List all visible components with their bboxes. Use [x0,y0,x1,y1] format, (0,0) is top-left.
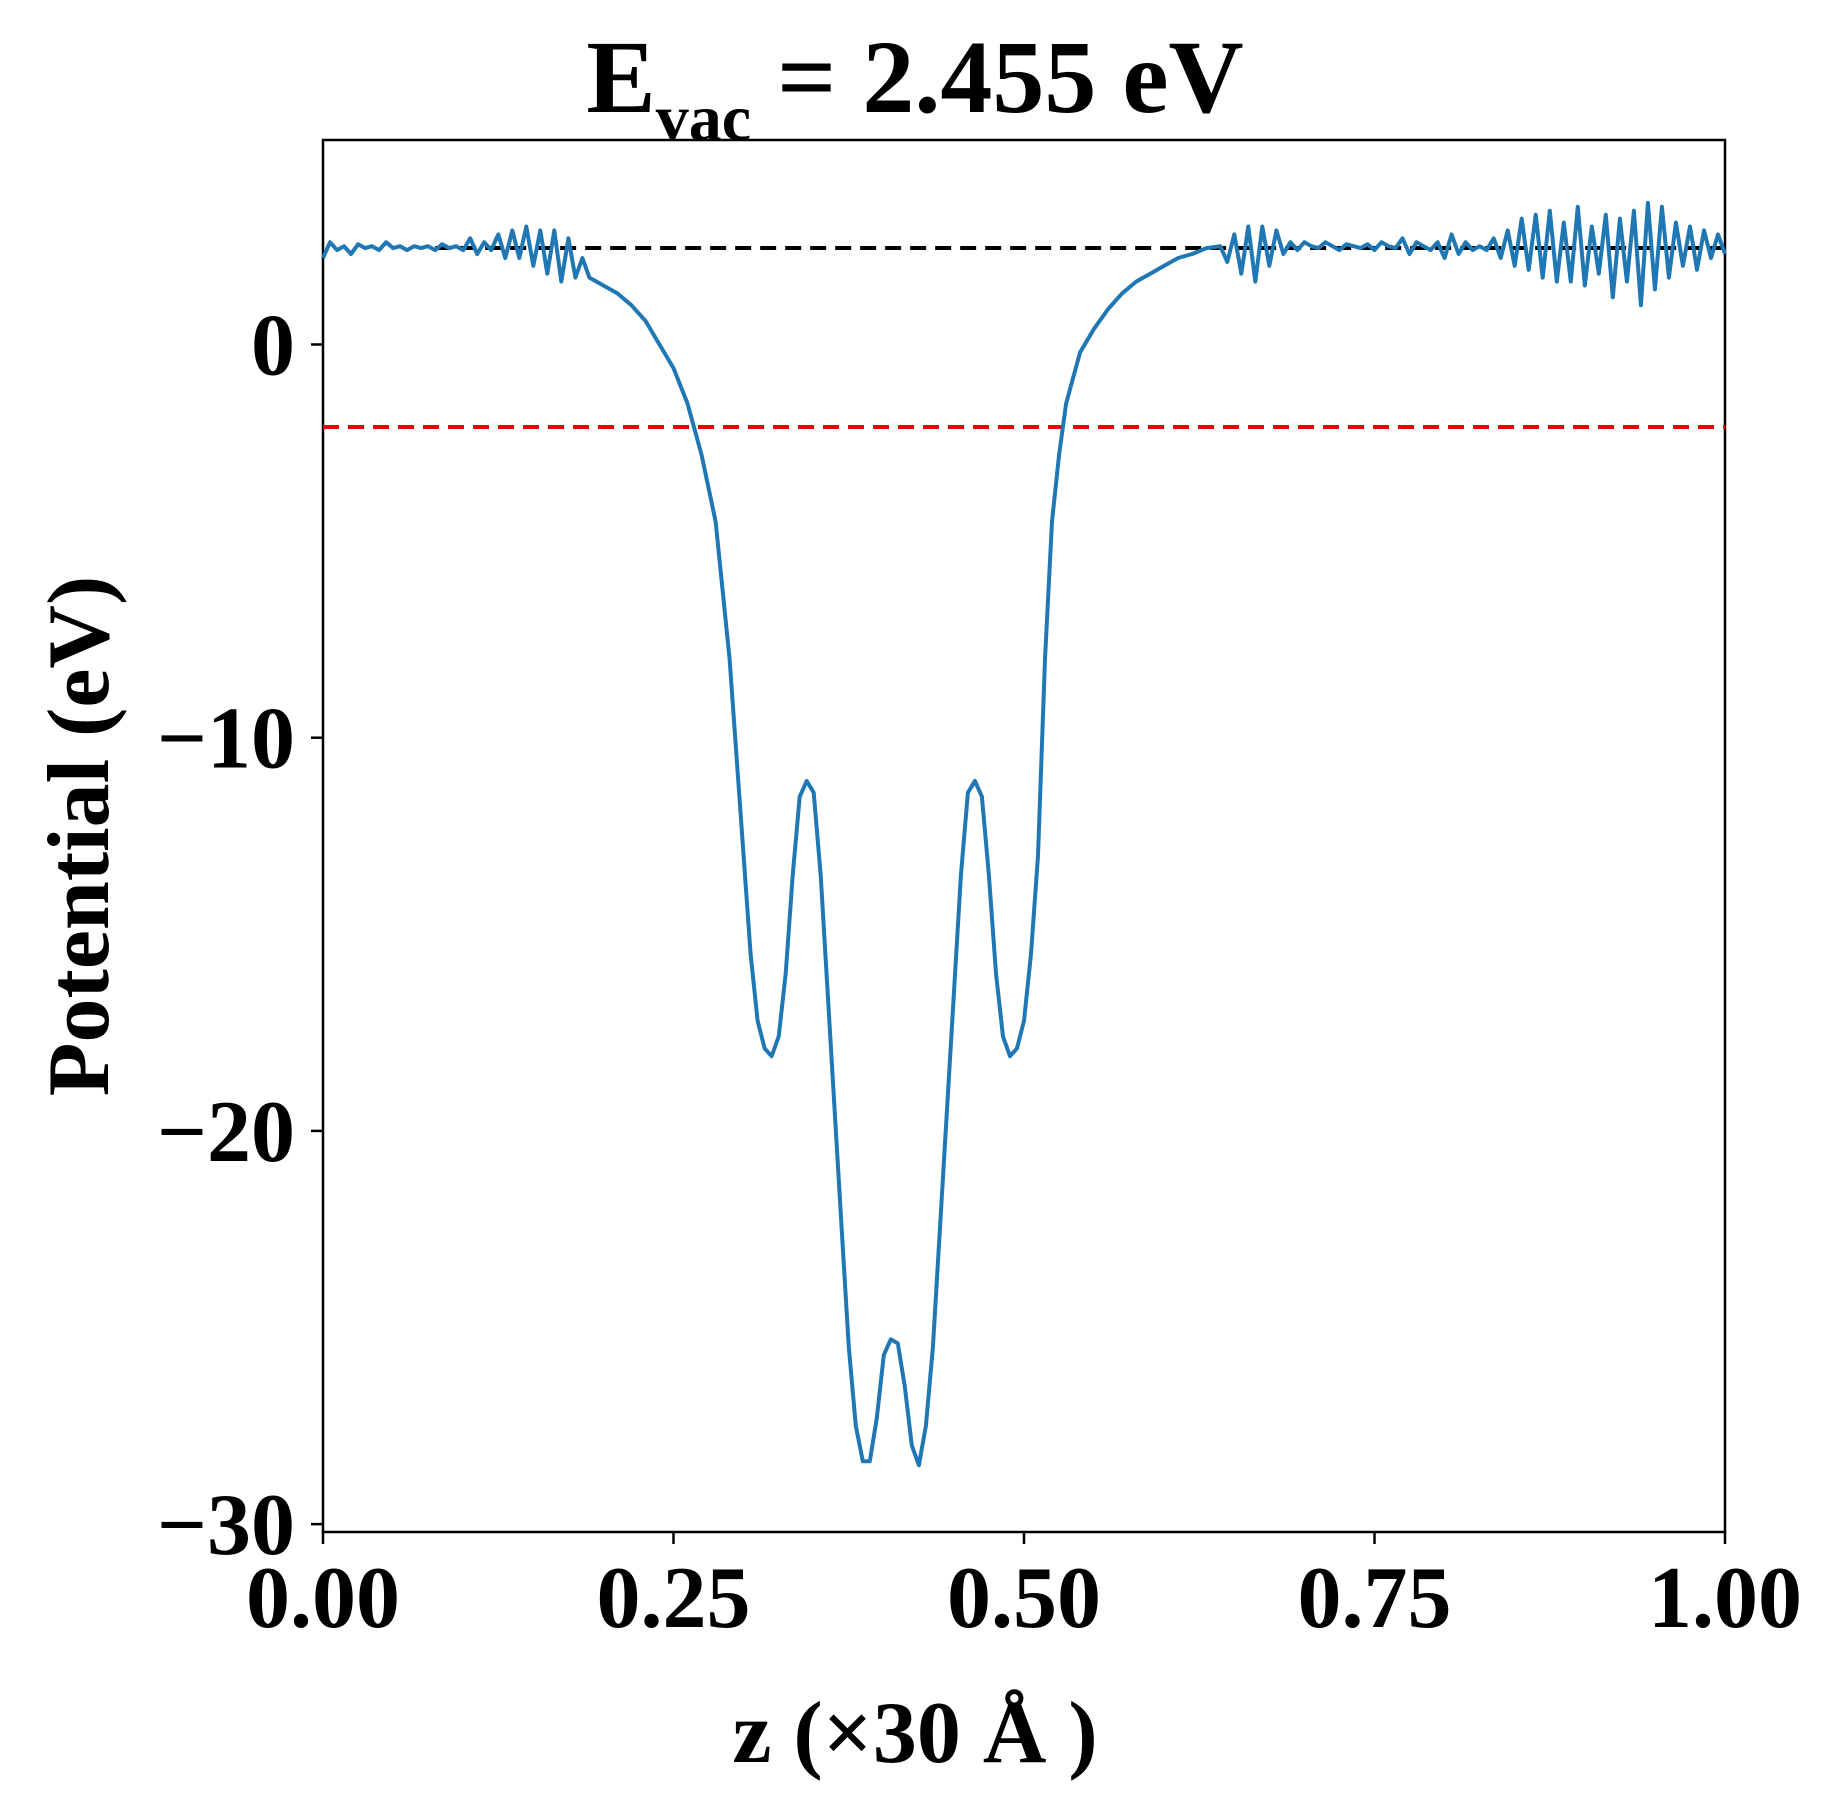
x-tick-label: 0.25 [597,1550,751,1647]
y-tick-label: 0 [251,297,295,394]
chart-title: Evac = 2.455 eV [586,20,1243,155]
x-tick-label: 0.00 [246,1550,400,1647]
potential-series-line [321,200,1727,1468]
x-tick-label: 0.75 [1298,1550,1452,1647]
x-axis-label: z (×30 Å ) [732,1685,1097,1782]
y-axis: 0 −10 −20 −30 [157,297,323,1574]
reference-lines [323,245,1725,430]
plot-area-frame [321,138,1727,1534]
y-tick-label: −20 [157,1084,295,1181]
y-tick-label: −30 [157,1477,295,1574]
chart-title-main: E [586,20,655,135]
chart-title-rest: = 2.455 eV [751,20,1244,135]
x-tick-label: 0.50 [947,1550,1101,1647]
chart-title-subscript: vac [656,82,751,155]
y-axis-label: Potential (eV) [31,576,128,1096]
y-tick-label: −10 [157,691,295,788]
x-axis: 0.00 0.25 0.50 0.75 1.00 [246,1532,1802,1647]
x-tick-label: 1.00 [1648,1550,1802,1647]
